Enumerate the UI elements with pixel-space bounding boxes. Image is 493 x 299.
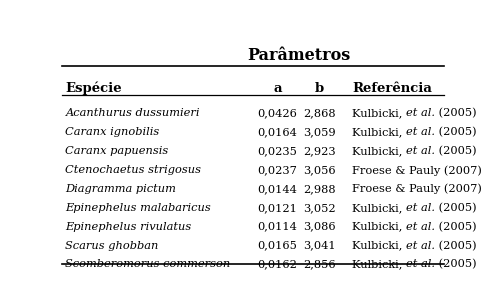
Text: Acanthurus dussumieri: Acanthurus dussumieri	[66, 109, 200, 118]
Text: 3,056: 3,056	[303, 165, 336, 175]
Text: Referência: Referência	[352, 82, 432, 95]
Text: Kulbicki,: Kulbicki,	[352, 241, 406, 251]
Text: 2,923: 2,923	[303, 146, 336, 156]
Text: 0,0237: 0,0237	[257, 165, 297, 175]
Text: (2005): (2005)	[435, 146, 477, 156]
Text: 0,0144: 0,0144	[257, 184, 297, 194]
Text: Scomberomorus commerson: Scomberomorus commerson	[66, 260, 231, 269]
Text: Kulbicki,: Kulbicki,	[352, 260, 406, 269]
Text: Epinephelus rivulatus: Epinephelus rivulatus	[66, 222, 192, 232]
Text: (2005): (2005)	[435, 203, 477, 213]
Text: et al.: et al.	[406, 260, 435, 269]
Text: Kulbicki,: Kulbicki,	[352, 222, 406, 232]
Text: Kulbicki,: Kulbicki,	[352, 146, 406, 156]
Text: 0,0114: 0,0114	[257, 222, 297, 232]
Text: Caranx papuensis: Caranx papuensis	[66, 146, 169, 156]
Text: Diagramma pictum: Diagramma pictum	[66, 184, 176, 194]
Text: (2005): (2005)	[435, 222, 477, 232]
Text: Caranx ignobilis: Caranx ignobilis	[66, 127, 160, 137]
Text: 3,059: 3,059	[303, 127, 336, 137]
Text: et al.: et al.	[406, 241, 435, 251]
Text: 3,052: 3,052	[303, 203, 336, 213]
Text: 0,0235: 0,0235	[257, 146, 297, 156]
Text: et al.: et al.	[406, 146, 435, 156]
Text: et al.: et al.	[406, 109, 435, 118]
Text: (2005): (2005)	[435, 109, 477, 119]
Text: 0,0164: 0,0164	[257, 127, 297, 137]
Text: b: b	[315, 82, 324, 95]
Text: Froese & Pauly (2007): Froese & Pauly (2007)	[352, 165, 482, 176]
Text: 2,856: 2,856	[303, 260, 336, 269]
Text: Kulbicki,: Kulbicki,	[352, 203, 406, 213]
Text: 0,0162: 0,0162	[257, 260, 297, 269]
Text: Parâmetros: Parâmetros	[247, 48, 350, 64]
Text: Epinephelus malabaricus: Epinephelus malabaricus	[66, 203, 211, 213]
Text: 2,868: 2,868	[303, 109, 336, 118]
Text: 3,086: 3,086	[303, 222, 336, 232]
Text: et al.: et al.	[406, 222, 435, 232]
Text: et al.: et al.	[406, 203, 435, 213]
Text: 2,988: 2,988	[303, 184, 336, 194]
Text: Espécie: Espécie	[66, 82, 122, 95]
Text: et al.: et al.	[406, 127, 435, 137]
Text: 0,0426: 0,0426	[257, 109, 297, 118]
Text: Kulbicki,: Kulbicki,	[352, 109, 406, 118]
Text: Scarus ghobban: Scarus ghobban	[66, 241, 159, 251]
Text: a: a	[273, 82, 282, 95]
Text: 0,0165: 0,0165	[257, 241, 297, 251]
Text: 3,041: 3,041	[303, 241, 336, 251]
Text: Froese & Pauly (2007): Froese & Pauly (2007)	[352, 184, 482, 194]
Text: (2005): (2005)	[435, 260, 477, 270]
Text: Ctenochaetus strigosus: Ctenochaetus strigosus	[66, 165, 202, 175]
Text: (2005): (2005)	[435, 241, 477, 251]
Text: Kulbicki,: Kulbicki,	[352, 127, 406, 137]
Text: (2005): (2005)	[435, 127, 477, 138]
Text: 0,0121: 0,0121	[257, 203, 297, 213]
